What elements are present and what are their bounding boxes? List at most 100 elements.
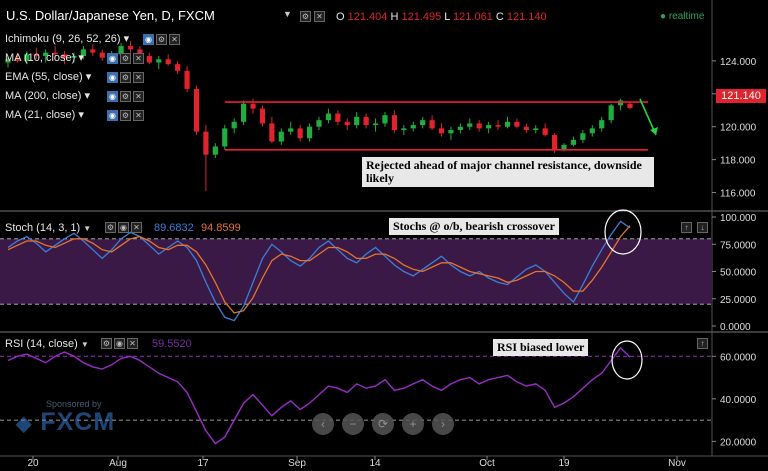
chevron-left-icon[interactable]: ‹ [312, 413, 334, 435]
indicator-close-icon[interactable]: ✕ [169, 34, 180, 45]
indicator-eye-icon[interactable]: ◉ [143, 34, 154, 45]
stoch-settings-icon[interactable]: ⚙ [105, 222, 116, 233]
settings-icon[interactable]: ⚙ [300, 11, 311, 22]
chart-header: U.S. Dollar/Japanese Yen, D, FXCM ▼ ⚙ ✕ … [0, 0, 768, 30]
sponsor-label: Sponsored by [46, 399, 102, 409]
ohlc-key: C [495, 11, 507, 23]
stoch-eye-icon[interactable]: ◉ [118, 222, 129, 233]
indicator-close-icon[interactable]: ✕ [133, 91, 144, 102]
candle-body [457, 126, 463, 131]
candle-body [212, 146, 218, 155]
candle-body [203, 131, 209, 155]
candle-body [222, 128, 228, 147]
indicator-settings-icon[interactable]: ⚙ [120, 53, 131, 64]
candle-body [61, 54, 68, 58]
indicator-settings-icon[interactable]: ⚙ [120, 72, 131, 83]
candle-body [523, 126, 529, 131]
candle-body [241, 103, 247, 122]
stoch-d-value: 94.8599 [201, 222, 241, 234]
indicator-close-icon[interactable]: ✕ [133, 53, 144, 64]
indicator-label[interactable]: EMA (55, close) ▾ [5, 71, 92, 83]
ohlc-value: 121.140 [506, 11, 547, 23]
indicator-settings-icon[interactable]: ⚙ [156, 34, 167, 45]
indicator-label[interactable]: MA (21, close) ▾ [5, 109, 84, 121]
candle-body [410, 125, 416, 129]
ohlc-value: 121.495 [401, 11, 445, 23]
ohlc-key: O [336, 11, 348, 23]
rsi-highlight-circle [611, 340, 643, 380]
stoch-tick-label: 50.0000 [720, 268, 757, 279]
stoch-highlight-circle [604, 209, 642, 255]
candle-body [52, 52, 58, 55]
rsi-settings-icon[interactable]: ⚙ [101, 338, 112, 349]
indicator-eye-icon[interactable]: ◉ [107, 91, 118, 102]
realtime-indicator: ● realtime [660, 11, 704, 22]
reset-icon[interactable]: ⟳ [372, 413, 394, 435]
indicator-close-icon[interactable]: ✕ [133, 72, 144, 83]
fxcm-logo: ◆ FXCM [16, 408, 116, 436]
stoch-tick-label: 0.0000 [720, 322, 751, 333]
symbol-dropdown-icon[interactable]: ▼ [283, 9, 292, 19]
indicator-label[interactable]: MA (200, close) ▾ [5, 90, 90, 102]
rsi-callout: RSI biased lower [493, 339, 589, 356]
stoch-k-line [7, 220, 631, 322]
stoch-d-line [7, 225, 631, 314]
candle-body [533, 128, 539, 131]
close-icon[interactable]: ✕ [314, 11, 325, 22]
candle-body [193, 88, 200, 132]
candle-body [71, 55, 77, 58]
candle-body [580, 133, 586, 140]
candle-body [259, 108, 266, 124]
ohlc-key: H [390, 11, 402, 23]
stoch-callout: Stochs @ o/b, bearish crossover [389, 218, 559, 235]
symbol-title[interactable]: U.S. Dollar/Japanese Yen, D, FXCM [6, 8, 215, 23]
time-tick-label: 14 [369, 458, 381, 469]
minus-icon[interactable]: − [342, 413, 364, 435]
candle-body [165, 59, 171, 65]
rsi-eye-icon[interactable]: ◉ [114, 338, 125, 349]
rsi-up-icon[interactable]: ↑ [697, 338, 708, 349]
candle-body [156, 59, 162, 63]
plus-icon[interactable]: + [402, 413, 424, 435]
time-tick-label: 17 [197, 458, 209, 469]
stoch-tick-label: 100.000 [720, 213, 757, 224]
price-tick-label: 116.000 [720, 189, 756, 200]
candle-body [627, 103, 633, 108]
indicator-label[interactable]: MA (10, close) ▾ [5, 52, 84, 64]
stoch-dropdown-icon[interactable]: ▼ [83, 224, 92, 233]
candle-body [306, 126, 313, 139]
stoch-tick-label: 75.0000 [720, 240, 757, 251]
ohlc-value: 121.061 [453, 11, 496, 23]
rsi-tick-label: 20.0000 [720, 437, 757, 448]
stoch-up-icon[interactable]: ↑ [681, 222, 692, 233]
downside-arrow-head [650, 127, 658, 135]
stoch-down-icon[interactable]: ↓ [697, 222, 708, 233]
candle-body [344, 121, 350, 126]
stoch-tick-label: 25.0000 [720, 295, 757, 306]
indicator-settings-icon[interactable]: ⚙ [120, 91, 131, 102]
indicator-close-icon[interactable]: ✕ [133, 110, 144, 121]
candle-body [288, 128, 294, 132]
rsi-close-icon[interactable]: ✕ [127, 338, 138, 349]
candle-body [391, 115, 397, 131]
chevron-right-icon[interactable]: › [432, 413, 454, 435]
candle-body [599, 120, 605, 129]
time-tick-label: Nov [668, 458, 686, 469]
indicator-eye-icon[interactable]: ◉ [107, 110, 118, 121]
stoch-close-icon[interactable]: ✕ [131, 222, 142, 233]
candle-body [184, 70, 190, 89]
candle-body [617, 100, 624, 106]
indicator-label[interactable]: Ichimoku (9, 26, 52, 26) ▾ [5, 33, 130, 45]
stoch-label[interactable]: Stoch (14, 3, 1) [5, 222, 81, 234]
candle-body [504, 121, 511, 127]
ohlc-key: L [444, 11, 454, 23]
rsi-dropdown-icon[interactable]: ▼ [80, 340, 89, 349]
indicator-settings-icon[interactable]: ⚙ [120, 110, 131, 121]
rsi-label[interactable]: RSI (14, close) [5, 338, 78, 350]
indicator-eye-icon[interactable]: ◉ [107, 53, 118, 64]
indicator-eye-icon[interactable]: ◉ [107, 72, 118, 83]
price-tick-label: 120.000 [720, 123, 757, 134]
candle-body [420, 120, 426, 126]
rsi-line [7, 346, 631, 445]
